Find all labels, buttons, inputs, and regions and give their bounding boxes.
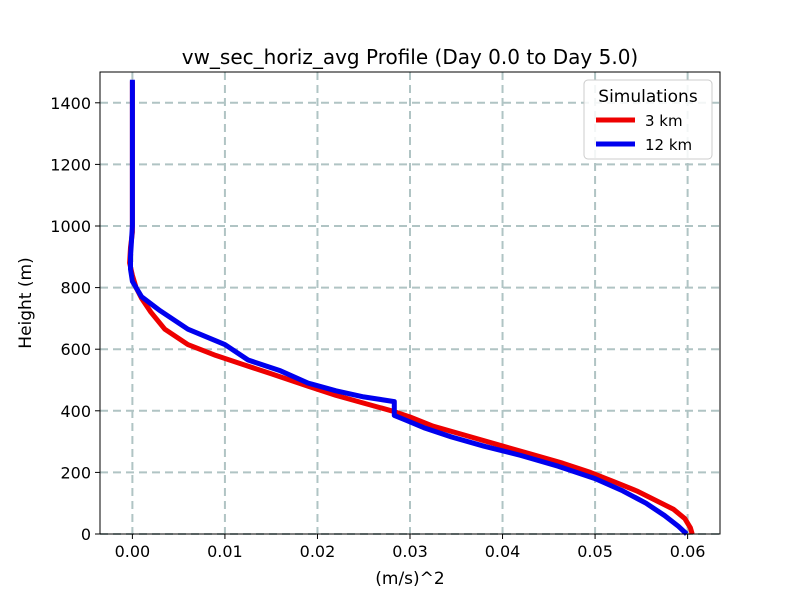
y-axis: 0 200 400 600 800 1000 1200 1400 <box>50 94 100 544</box>
grid <box>100 72 720 535</box>
legend-box <box>583 79 713 160</box>
x-tick-label: 0.02 <box>300 542 336 561</box>
x-tick-label: 0.00 <box>115 542 151 561</box>
x-tick-label: 0.03 <box>392 542 428 561</box>
legend: Simulations 3 km 12 km <box>583 79 713 160</box>
x-axis-label: (m/s)^2 <box>375 569 444 589</box>
y-tick-label: 1400 <box>50 94 91 113</box>
y-tick-label: 600 <box>60 340 91 359</box>
x-tick-label: 0.06 <box>670 542 706 561</box>
legend-title: Simulations <box>598 87 698 107</box>
x-tick-label: 0.05 <box>577 542 613 561</box>
legend-label-12km: 12 km <box>645 136 692 154</box>
chart-title: vw_sec_horiz_avg Profile (Day 0.0 to Day… <box>182 45 639 69</box>
y-tick-label: 1200 <box>50 155 91 174</box>
x-tick-label: 0.04 <box>485 542 521 561</box>
y-tick-label: 800 <box>60 279 91 298</box>
y-axis-label: Height (m) <box>16 257 36 348</box>
series-line-12km <box>128 79 689 536</box>
legend-label-3km: 3 km <box>645 112 683 130</box>
y-tick-label: 400 <box>60 402 91 421</box>
y-tick-label: 200 <box>60 463 91 482</box>
y-tick-label: 1000 <box>50 217 91 236</box>
y-tick-label: 0 <box>81 525 91 544</box>
series-layer <box>127 79 695 536</box>
x-tick-label: 0.01 <box>207 542 243 561</box>
x-axis: 0.00 0.01 0.02 0.03 0.04 0.05 0.06 <box>115 534 706 561</box>
